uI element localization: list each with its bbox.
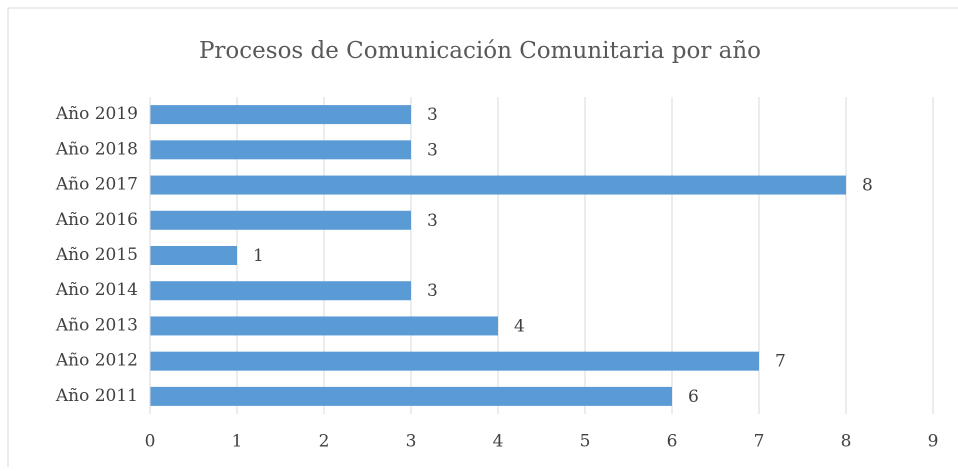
bar bbox=[150, 281, 411, 301]
value-label: 3 bbox=[427, 281, 438, 301]
bar bbox=[150, 105, 411, 125]
value-label: 3 bbox=[427, 211, 438, 231]
y-tick-label: Año 2013 bbox=[55, 315, 138, 335]
bar bbox=[150, 351, 759, 371]
y-tick-label: Año 2019 bbox=[55, 104, 138, 124]
x-tick-label: 0 bbox=[145, 432, 156, 452]
bar bbox=[150, 210, 411, 230]
x-tick-label: 6 bbox=[667, 432, 678, 452]
y-tick-label: Año 2018 bbox=[55, 139, 138, 159]
x-tick-label: 9 bbox=[928, 432, 939, 452]
y-tick-label: Año 2015 bbox=[55, 245, 138, 265]
bar bbox=[150, 386, 672, 406]
value-label: 1 bbox=[253, 246, 264, 266]
value-label: 3 bbox=[427, 140, 438, 160]
value-label: 3 bbox=[427, 105, 438, 125]
x-tick-label: 7 bbox=[754, 432, 765, 452]
y-tick-label: Año 2014 bbox=[55, 280, 138, 300]
value-label: 6 bbox=[688, 387, 699, 407]
value-label: 4 bbox=[514, 316, 525, 336]
bar bbox=[150, 175, 846, 195]
value-label: 7 bbox=[775, 352, 786, 372]
x-tick-label: 8 bbox=[841, 432, 852, 452]
value-label: 8 bbox=[862, 176, 873, 196]
x-tick-label: 4 bbox=[493, 432, 504, 452]
y-tick-label: Año 2016 bbox=[55, 210, 138, 230]
y-tick-label: Año 2012 bbox=[55, 351, 138, 371]
bar bbox=[150, 316, 498, 336]
bar bbox=[150, 140, 411, 160]
y-tick-label: Año 2017 bbox=[55, 175, 138, 195]
chart-title: Procesos de Comunicación Comunitaria por… bbox=[199, 38, 761, 64]
y-tick-label: Año 2011 bbox=[55, 386, 138, 406]
x-tick-label: 3 bbox=[406, 432, 417, 452]
x-tick-label: 1 bbox=[232, 432, 243, 452]
x-tick-label: 5 bbox=[580, 432, 591, 452]
x-tick-label: 2 bbox=[319, 432, 330, 452]
bar bbox=[150, 246, 237, 265]
